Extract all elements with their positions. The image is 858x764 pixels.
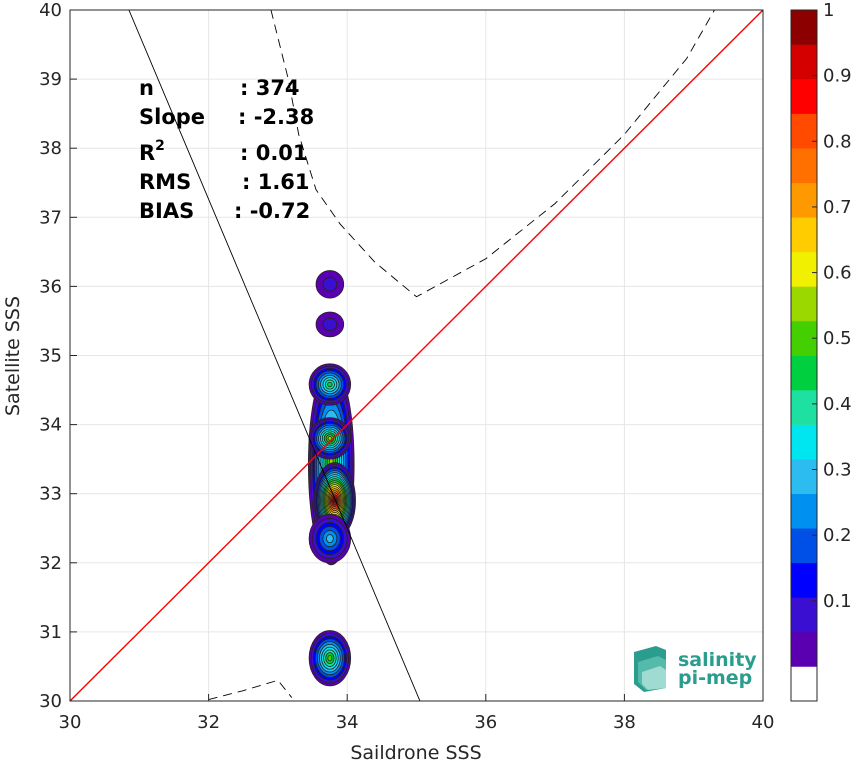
colorbar-segment (791, 217, 817, 253)
colorbar-tick-label: 0.5 (823, 328, 852, 349)
stat-label: Slope (139, 105, 205, 129)
stat-label-text: Slope (139, 105, 205, 129)
colorbar-segment (791, 286, 817, 322)
colorbar-segment (791, 631, 817, 667)
reference-lines (70, 10, 763, 701)
regression-line (128, 10, 421, 701)
x-tick-label: 40 (752, 712, 775, 733)
y-tick-label: 38 (39, 138, 62, 159)
y-tick-label: 36 (39, 276, 62, 297)
contour-level (322, 317, 338, 332)
colorbar-tick-label: 0.1 (823, 591, 852, 612)
density-blob (308, 630, 352, 687)
contour-level (322, 277, 338, 292)
stat-label: R2 (139, 138, 165, 165)
x-tick-label: 30 (59, 712, 82, 733)
y-tick-label: 35 (39, 346, 62, 367)
grid (69, 9, 764, 702)
x-tick-label: 36 (474, 712, 497, 733)
density-blob (308, 514, 352, 564)
contour-level (327, 381, 333, 388)
colorbar-segment (791, 528, 817, 564)
y-tick-label: 40 (39, 0, 62, 21)
density-blob (315, 270, 345, 299)
stat-value: : -0.72 (234, 199, 310, 223)
logo-line2: pi-mep (678, 667, 752, 689)
salinity-pimep-logo: salinity pi-mep (634, 646, 757, 692)
stat-label-text: RMS (139, 170, 191, 194)
y-tick-label: 39 (39, 69, 62, 90)
stat-label: RMS (139, 170, 191, 194)
x-tick-label: 32 (197, 712, 220, 733)
logo-wave-icon-layer-2 (642, 666, 666, 690)
density-blob (308, 417, 352, 460)
x-tick-label: 34 (336, 712, 359, 733)
density-blob (308, 363, 352, 406)
colorbar-segment (791, 493, 817, 529)
colorbar-tick-label: 0.2 (823, 525, 852, 546)
colorbar-tick-label: 0.4 (823, 394, 852, 415)
stat-value: : 1.61 (242, 170, 310, 194)
colorbar-segment (791, 424, 817, 460)
colorbar: 0.1 0.2 0.3 0.4 0.5 0.6 0.7 0.8 0.9 1 (790, 0, 852, 702)
stat-label: n (139, 76, 154, 100)
y-tick-label: 32 (39, 553, 62, 574)
y-tick-label: 33 (39, 484, 62, 505)
statistics-box: n : 374 Slope : -2.38 R2 : 0.01 RMS : 1.61 BIAS:… (139, 76, 314, 223)
colorbar-segment (791, 182, 817, 218)
colorbar-segment (791, 666, 817, 702)
colorbar-segment (791, 113, 817, 149)
colorbar-tick-label: 0.6 (823, 263, 852, 284)
colorbar-segment (791, 597, 817, 633)
colorbar-segment (791, 355, 817, 391)
colorbar-tick-label: 0.8 (823, 131, 852, 152)
colorbar-segment (791, 10, 817, 45)
colorbar-tick-label: 0.9 (823, 66, 852, 87)
colorbar-frame (790, 9, 818, 702)
colorbar-segment (791, 148, 817, 184)
y-tick-label: 31 (39, 622, 62, 643)
colorbar-segment (791, 79, 817, 114)
colorbar-segment (791, 459, 817, 494)
stat-value: : -2.38 (238, 105, 314, 129)
x-axis-ticks: 30 32 34 36 38 40 (59, 694, 775, 733)
colorbar-segment (791, 44, 817, 80)
contour-level (327, 654, 333, 662)
colorbar-tick-label: 0.3 (823, 460, 852, 481)
y-axis-label: Satellite SSS (2, 296, 24, 416)
colorbar-segment (791, 562, 817, 598)
stat-label-text: n (139, 76, 154, 100)
density-blob (315, 311, 345, 338)
y-tick-label: 30 (39, 691, 62, 712)
colorbar-segment (791, 390, 817, 425)
x-tick-label: 38 (613, 712, 636, 733)
contour-level (327, 436, 333, 441)
stat-label-superscript: 2 (155, 138, 165, 154)
colorbar-segment (791, 251, 817, 287)
one-to-one-line (70, 10, 763, 701)
stat-label-text: BIAS (139, 199, 194, 223)
colorbar-tick-label: 0.7 (823, 197, 852, 218)
contour-level (326, 534, 334, 544)
stat-label: BIAS (139, 199, 194, 223)
dashed-envelope-lower (208, 679, 293, 701)
x-axis-label: Saildrone SSS (350, 742, 481, 764)
stat-value: : 374 (240, 76, 300, 100)
colorbar-tick-label: 1 (823, 0, 834, 21)
y-axis-ticks: 30 31 32 33 34 35 36 37 38 39 40 (39, 0, 77, 712)
stat-label-text: R (139, 141, 155, 165)
y-tick-label: 34 (39, 415, 62, 436)
stat-value: : 0.01 (240, 141, 308, 165)
y-tick-label: 37 (39, 207, 62, 228)
logo-line1: salinity (678, 649, 757, 671)
